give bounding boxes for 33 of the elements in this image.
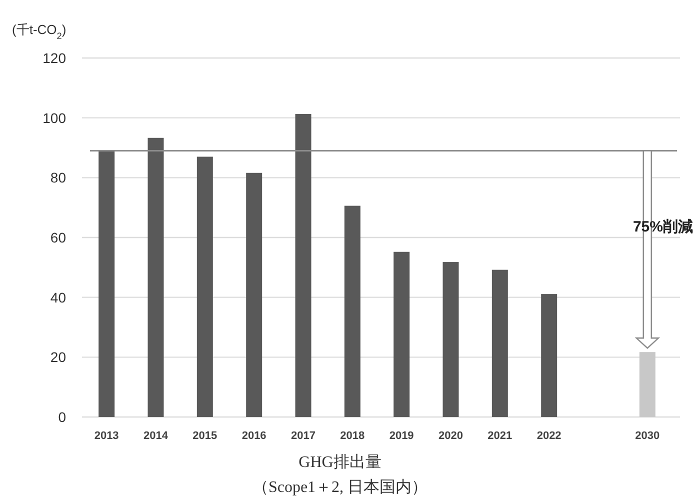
y-tick-label: 40	[50, 289, 66, 306]
bar	[196, 156, 213, 417]
y-tick-label: 60	[50, 230, 66, 246]
x-tick-label: 2016	[242, 430, 266, 442]
x-tick-label: 2022	[536, 430, 562, 442]
bar	[442, 262, 459, 417]
x-tick-label: 2021	[488, 430, 512, 442]
x-axis-title: GHG排出量	[298, 453, 382, 471]
y-tick-label: 80	[50, 170, 66, 186]
bar	[394, 252, 410, 417]
y-tick-label: 120	[42, 50, 66, 66]
text: （Scope1＋2, 日本国内）	[252, 478, 428, 496]
y-tick-label: 20	[50, 349, 66, 366]
x-tick-label: 2019	[389, 430, 414, 442]
x-tick-label: 2017	[291, 430, 316, 442]
x-tick-label: 2030	[635, 430, 660, 442]
annotation: 75%削減	[632, 218, 693, 236]
bar	[492, 270, 508, 417]
bar	[98, 150, 115, 417]
x-tick-label: 2014	[144, 430, 169, 442]
y-tick-label: 0	[58, 409, 66, 425]
bar	[541, 294, 558, 417]
y-axis-title: (千t-CO$_{2}$)	[12, 22, 66, 41]
bar	[246, 172, 262, 417]
x-tick-label: 2020	[438, 430, 463, 442]
x-tick-label: 2018	[340, 430, 365, 442]
y-tick-label: 100	[42, 110, 66, 126]
bar	[295, 114, 312, 417]
bar	[344, 206, 360, 417]
bar	[639, 352, 656, 417]
x-tick-label: 2015	[192, 430, 218, 442]
x-tick-label: 2013	[94, 430, 119, 442]
bar	[148, 138, 164, 417]
